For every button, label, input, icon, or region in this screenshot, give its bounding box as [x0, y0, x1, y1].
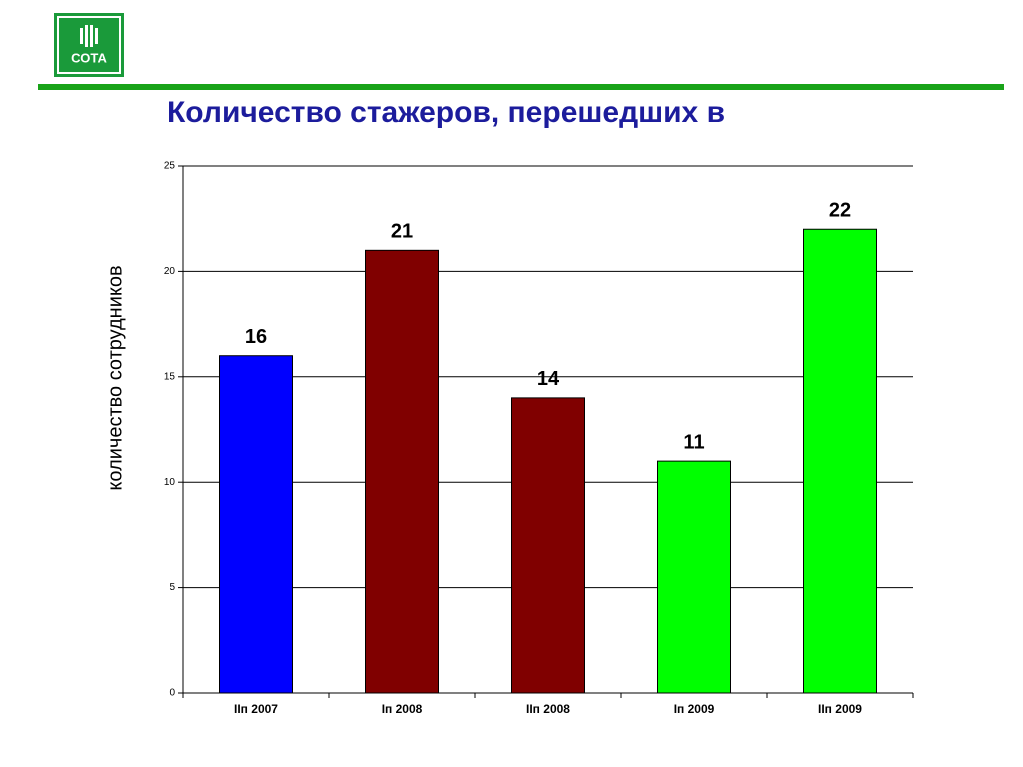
- bar: [511, 397, 585, 694]
- value-label: 14: [537, 368, 560, 390]
- value-label: 22: [829, 200, 851, 222]
- logo-icon: [80, 25, 98, 47]
- y-tick-label: 15: [164, 371, 176, 382]
- header-rule: [38, 84, 1004, 90]
- chart-title: Количество стажеров, перешедших в: [167, 96, 725, 129]
- bar: [657, 460, 731, 694]
- value-label: 21: [391, 221, 413, 243]
- x-tick-label: IIп 2007: [234, 702, 278, 716]
- value-label: 16: [245, 326, 267, 348]
- y-tick-label: 25: [164, 161, 176, 172]
- x-tick-label: Iп 2009: [674, 702, 715, 716]
- y-tick-label: 0: [169, 688, 175, 699]
- y-axis-label: количество сотрудников: [104, 265, 126, 490]
- logo-border: [57, 16, 121, 74]
- bar: [365, 249, 439, 694]
- logo-text: СОТА: [71, 50, 107, 65]
- x-tick-label: Iп 2008: [382, 702, 423, 716]
- x-tick-label: IIп 2009: [818, 702, 862, 716]
- bar: [219, 355, 293, 694]
- y-tick-label: 5: [169, 582, 175, 593]
- value-label: 11: [683, 431, 704, 453]
- logo-box: [54, 13, 124, 77]
- x-tick-label: IIп 2008: [526, 702, 570, 716]
- y-tick-label: 20: [164, 266, 176, 277]
- bar: [803, 228, 877, 694]
- y-tick-label: 10: [164, 477, 176, 488]
